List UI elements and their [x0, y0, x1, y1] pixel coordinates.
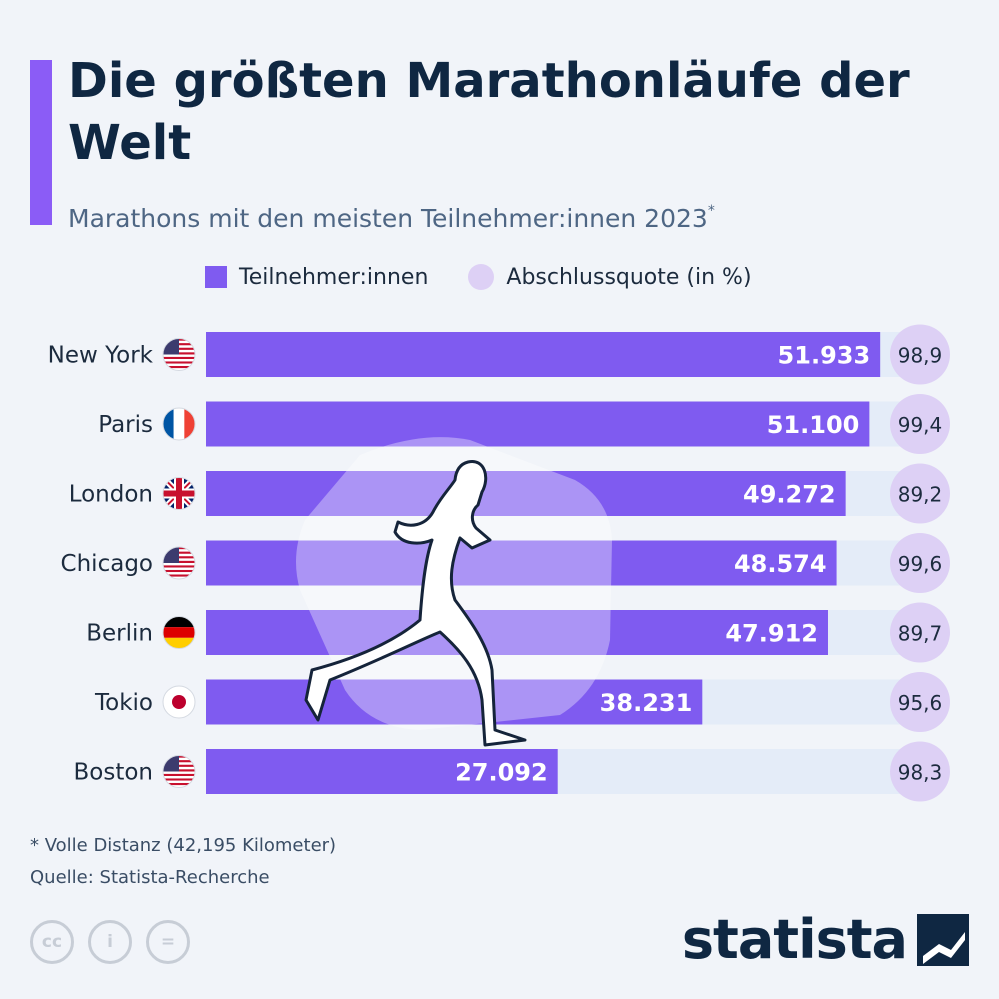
brand-wordmark: statista [681, 908, 908, 971]
subtitle-footnote-mark: * [707, 203, 715, 219]
completion-rate-label: 95,6 [898, 691, 943, 715]
de-flag-icon [162, 616, 196, 649]
bar [206, 332, 881, 377]
bar [206, 610, 828, 655]
category-label: New York [48, 343, 154, 369]
legend-label-participants: Teilnehmer:innen [239, 264, 429, 290]
statista-logo-icon [917, 914, 969, 966]
bar-row: 47.912 Berlin 89,7 [86, 602, 950, 663]
completion-rate-label: 99,4 [898, 413, 943, 437]
bar [206, 749, 558, 794]
no-derivatives-icon[interactable]: = [146, 920, 190, 964]
title-accent-bar [30, 60, 52, 225]
footnote: * Volle Distanz (42,195 Kilometer) [30, 835, 337, 856]
completion-rate-label: 89,7 [898, 622, 943, 646]
attribution-icon[interactable]: i [88, 920, 132, 964]
us-flag-icon [162, 338, 196, 371]
category-label: Paris [98, 412, 153, 438]
bar-value-label: 51.100 [767, 411, 860, 439]
category-label: London [69, 482, 153, 508]
us-flag-icon [162, 755, 196, 788]
bar [206, 679, 703, 725]
bar-value-label: 38.231 [600, 689, 693, 717]
completion-rate-dot [890, 741, 950, 802]
legend-bar-swatch [205, 266, 227, 288]
bar-value-label: 27.092 [455, 759, 548, 787]
runner-silhouette [304, 460, 527, 747]
completion-rate-dot [890, 533, 950, 593]
legend: Teilnehmer:innen Abschlussquote (in %) [205, 264, 792, 290]
category-label: Berlin [86, 621, 153, 647]
bar-row: 51.933 New York 98,9 [48, 324, 950, 385]
bar-value-label: 48.574 [734, 550, 827, 578]
jp-flag-icon [162, 685, 196, 719]
legend-item-completion: Abschlussquote (in %) [468, 264, 752, 290]
license-icons: cc i = [30, 920, 204, 964]
legend-dot-swatch [468, 264, 495, 290]
bar-row: 51.100 Paris 99,4 [98, 394, 950, 454]
legend-item-participants: Teilnehmer:innen [205, 265, 428, 290]
fr-flag-icon [162, 407, 196, 441]
completion-rate-dot [890, 672, 950, 732]
bar-row: 49.272 London 89,2 [69, 463, 950, 524]
subtitle-text: Marathons mit den meisten Teilnehmer:inn… [68, 204, 708, 233]
bar-value-label: 51.933 [778, 342, 871, 370]
completion-rate-dot [890, 463, 950, 524]
us-flag-icon [162, 546, 196, 580]
completion-rate-dot [890, 394, 950, 454]
bar-value-label: 47.912 [725, 620, 818, 648]
runner-illustration [296, 437, 612, 747]
chart-title: Die größten Marathonläufe der Welt [68, 53, 910, 171]
completion-rate-label: 99,6 [898, 552, 943, 576]
bar [206, 401, 870, 447]
source-note: Quelle: Statista-Recherche [30, 867, 270, 888]
bar-row: 48.574 Chicago 99,6 [61, 533, 950, 593]
category-label: Boston [73, 760, 153, 786]
completion-rate-label: 89,2 [898, 483, 943, 507]
statista-logo[interactable]: statista [682, 910, 969, 970]
bar [206, 471, 846, 516]
category-label: Tokio [94, 690, 153, 716]
category-label: Chicago [61, 551, 153, 577]
gb-flag-icon [162, 477, 196, 510]
bar-row: 27.092 Boston 98,3 [73, 741, 950, 802]
bar-value-label: 49.272 [743, 481, 836, 509]
completion-rate-label: 98,9 [898, 344, 943, 368]
bar [206, 540, 837, 586]
legend-label-completion: Abschlussquote (in %) [506, 264, 752, 290]
completion-rate-label: 98,3 [898, 761, 943, 785]
creative-commons-icon[interactable]: cc [30, 920, 74, 964]
chart-subtitle: Marathons mit den meisten Teilnehmer:inn… [68, 193, 715, 237]
completion-rate-dot [890, 324, 950, 385]
completion-rate-dot [890, 602, 950, 663]
